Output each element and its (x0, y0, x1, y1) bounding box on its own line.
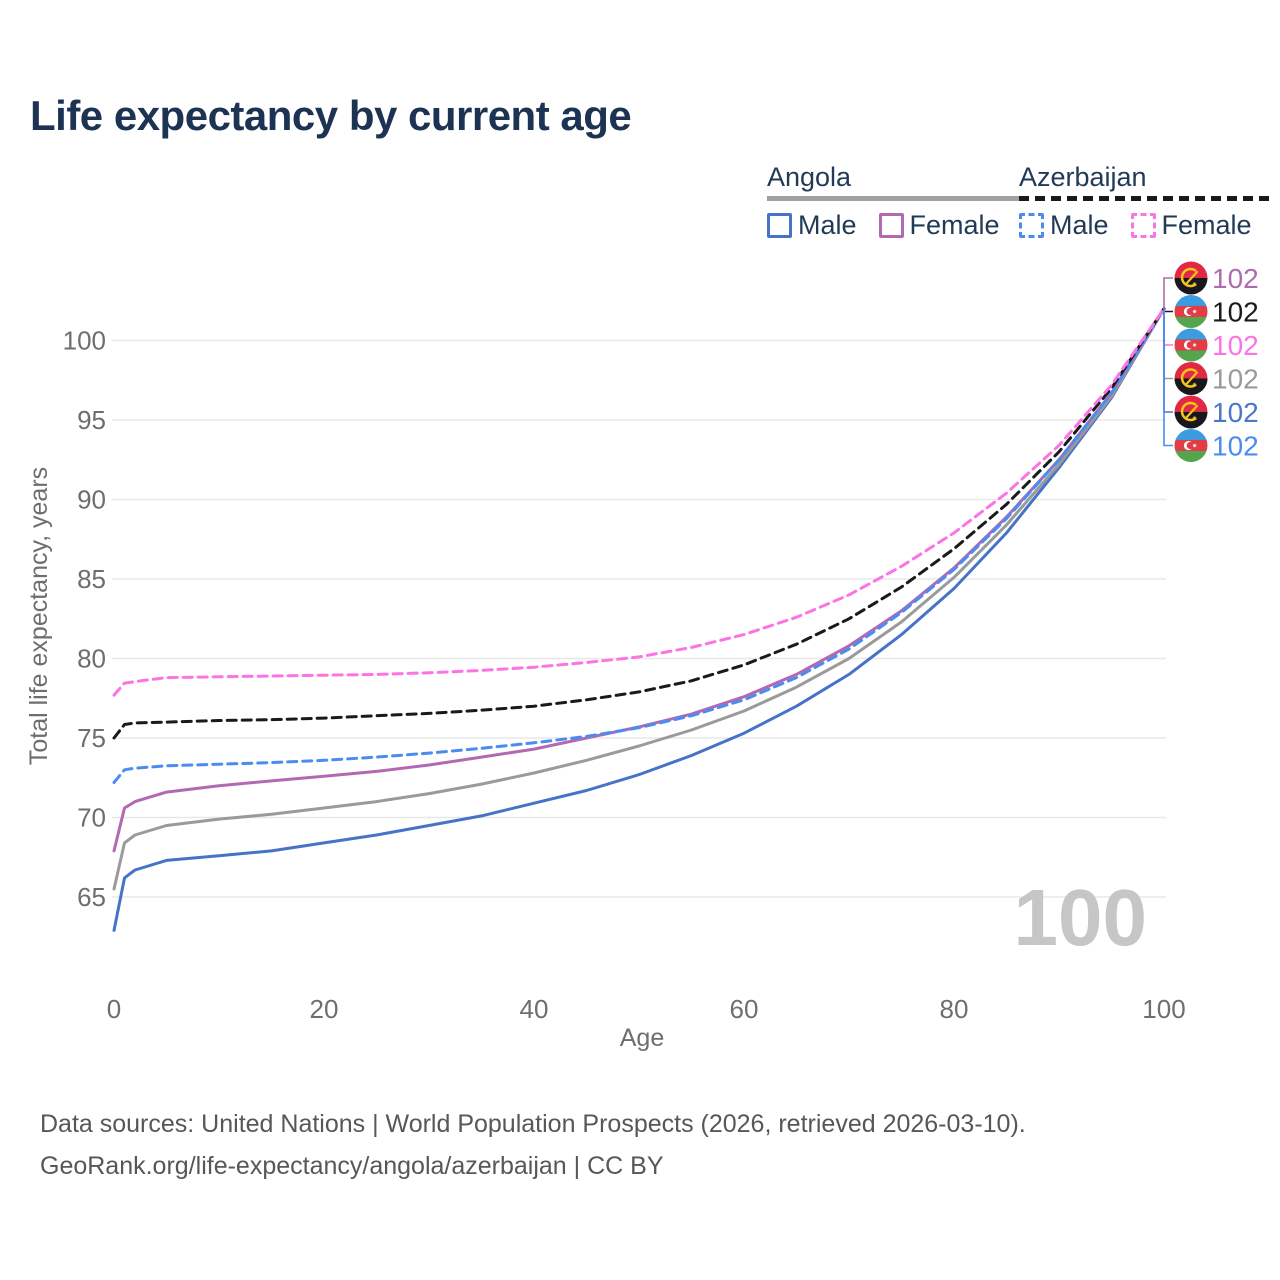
legend-swatch-azerbaijan-male (1019, 212, 1044, 238)
x-axis-tick-0: 0 (107, 994, 121, 1024)
footer-data-sources: Data sources: United Nations | World Pop… (40, 1110, 1026, 1138)
y-axis-title: Total life expectancy, years (25, 467, 53, 765)
age-counter-watermark: 100 (1014, 873, 1147, 962)
series-line-angola-both (112, 307, 1166, 891)
legend-items-azerbaijan: Male Female (1019, 210, 1274, 241)
end-label-leader-azerbaijan-female (1163, 308, 1173, 346)
legend-item-angola-female[interactable]: Female (878, 209, 1000, 241)
y-axis-tick-95: 95 (77, 405, 106, 435)
y-axis-tick-75: 75 (77, 723, 106, 753)
end-label-value-azerbaijan-male: 102 (1212, 431, 1259, 462)
legend-swatch-angola-female (878, 212, 904, 238)
azerbaijan-flag-icon (1174, 328, 1208, 362)
end-label-value-angola-both: 102 (1212, 364, 1259, 395)
legend-label-azerbaijan-male: Male (1050, 209, 1109, 240)
legend-swatch-azerbaijan-female (1130, 212, 1156, 238)
azerbaijan-flag-icon (1174, 295, 1208, 328)
end-label-azerbaijan-female: 102 (1174, 328, 1259, 362)
legend-group-angola: Angola Male Female (767, 162, 1022, 241)
azerbaijan-flag-icon (1174, 429, 1208, 462)
end-label-leader-angola-both (1163, 308, 1173, 380)
legend-label-azerbaijan-female: Female (1161, 209, 1252, 240)
legend-label-angola-female: Female (909, 209, 1000, 240)
y-axis-tick-100: 100 (63, 326, 106, 356)
legend-item-azerbaijan-female[interactable]: Female (1130, 209, 1252, 241)
x-axis-tick-60: 60 (730, 994, 759, 1024)
y-axis-tick-70: 70 (77, 803, 106, 833)
legend-underline-azerbaijan (1019, 196, 1274, 201)
legend-underline-angola (767, 196, 1022, 201)
legend-label-angola-male: Male (798, 209, 857, 240)
end-label-angola-female: 102 (1174, 261, 1259, 295)
end-label-leader-azerbaijan-male (1163, 308, 1173, 447)
y-axis-tick-80: 80 (77, 644, 106, 674)
angola-flag-icon (1174, 362, 1208, 395)
series-line-azerbaijan-both (112, 307, 1166, 740)
legend-item-azerbaijan-male[interactable]: Male (1019, 210, 1109, 241)
angola-flag-icon (1174, 395, 1208, 429)
legend-items-angola: Male Female (767, 210, 1022, 241)
series-line-azerbaijan-female (112, 307, 1166, 697)
end-label-azerbaijan-male: 102 (1174, 429, 1259, 462)
legend-swatch-angola-male (767, 212, 792, 238)
footer-note: Data sources: United Nations | World Pop… (40, 1103, 1026, 1187)
chart-title: Life expectancy by current age (30, 92, 632, 139)
life-expectancy-line-chart: 65 70 75 80 85 90 95 100 0 20 40 60 80 100 Age Total li… (25, 261, 1259, 1052)
end-label-leader-angola-male (1163, 308, 1173, 413)
legend-group-azerbaijan: Azerbaijan Male Female (1019, 162, 1274, 241)
legend-item-angola-male[interactable]: Male (767, 210, 857, 241)
x-axis-title: Age (620, 1024, 664, 1052)
end-label-azerbaijan-both: 102 (1174, 295, 1259, 328)
series-line-azerbaijan-male (112, 307, 1166, 784)
legend-country-azerbaijan[interactable]: Azerbaijan (1019, 162, 1147, 192)
angola-flag-icon (1174, 261, 1208, 295)
end-label-value-azerbaijan-both: 102 (1212, 297, 1259, 328)
y-axis-tick-65: 65 (77, 882, 106, 912)
x-axis-tick-80: 80 (940, 994, 969, 1024)
end-label-angola-both: 102 (1174, 362, 1259, 395)
series-line-angola-male (112, 307, 1166, 932)
legend-country-angola[interactable]: Angola (767, 162, 852, 192)
y-axis-tick-85: 85 (77, 564, 106, 594)
series-line-angola-female (112, 307, 1166, 853)
end-label-value-azerbaijan-female: 102 (1212, 330, 1259, 361)
x-axis-tick-40: 40 (520, 994, 549, 1024)
x-axis-tick-100: 100 (1142, 994, 1185, 1024)
y-axis-tick-90: 90 (77, 485, 106, 515)
end-label-leader-angola-female (1163, 277, 1173, 309)
end-label-value-angola-male: 102 (1212, 397, 1259, 428)
end-label-angola-male: 102 (1174, 395, 1259, 429)
footer-attribution-link: GeoRank.org/life-expectancy/angola/azerb… (40, 1152, 664, 1180)
x-axis-tick-20: 20 (310, 994, 339, 1024)
end-label-value-angola-female: 102 (1212, 263, 1259, 294)
